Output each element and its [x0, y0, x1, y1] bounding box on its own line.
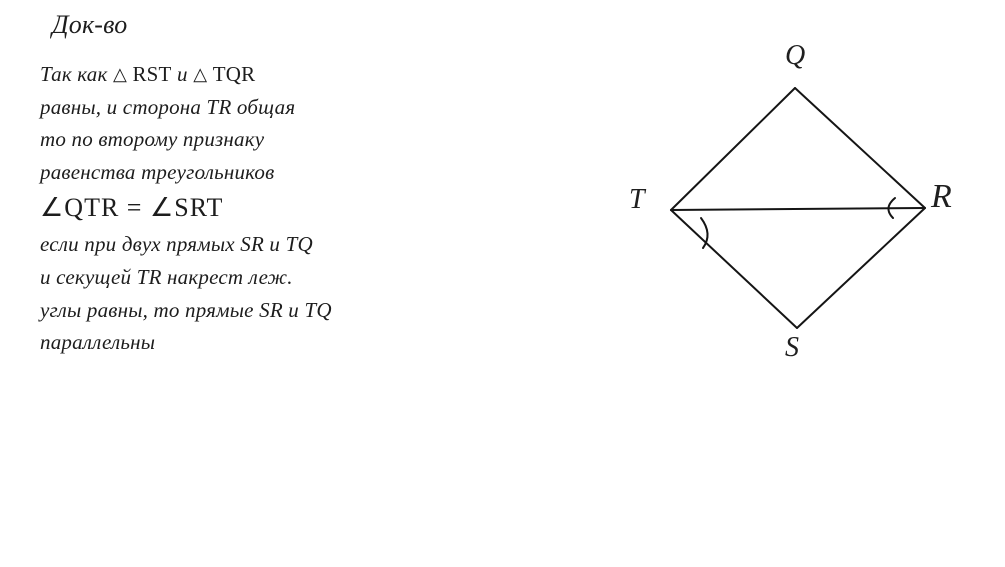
proof-heading: Док-во — [52, 10, 600, 40]
rhombus-shape — [671, 88, 925, 328]
edge-tq — [671, 88, 795, 210]
vertex-label-s: S — [785, 332, 799, 364]
proof-line-7: и секущей TR накрест леж. — [40, 261, 600, 294]
diagonal-tr — [671, 208, 925, 210]
triangle-icon: △ — [193, 64, 207, 84]
triangle-label: RST — [132, 62, 171, 86]
angle-mark-t — [701, 218, 708, 248]
vertex-label-t: T — [629, 184, 645, 216]
proof-line-5: ∠QTR = ∠SRT — [40, 188, 600, 228]
triangle-icon: △ — [113, 64, 127, 84]
proof-line-6: если при двух прямых SR и TQ — [40, 228, 600, 261]
edge-rs — [797, 208, 925, 328]
vertex-label-r: R — [931, 178, 952, 216]
edge-st — [671, 210, 797, 328]
proof-line-2: равны, и сторона TR общая — [40, 91, 600, 124]
rhombus-diagram: Q R S T — [625, 60, 965, 380]
angle-equation: ∠QTR = ∠SRT — [40, 193, 223, 222]
proof-line-4: равенства треугольников — [40, 156, 600, 189]
triangle-label: TQR — [213, 62, 256, 86]
proof-line-8: углы равны, то прямые SR и TQ — [40, 294, 600, 327]
edge-qr — [795, 88, 925, 208]
proof-line-1: Так как △ RST и △ TQR — [40, 58, 600, 91]
proof-line-9: параллельны — [40, 326, 600, 359]
text-frag: Так как — [40, 62, 113, 86]
vertex-label-q: Q — [785, 40, 805, 72]
proof-text-column: Док-во Так как △ RST и △ TQR равны, и ст… — [40, 10, 600, 359]
text-frag: и — [177, 62, 193, 86]
proof-line-3: то по второму признаку — [40, 123, 600, 156]
